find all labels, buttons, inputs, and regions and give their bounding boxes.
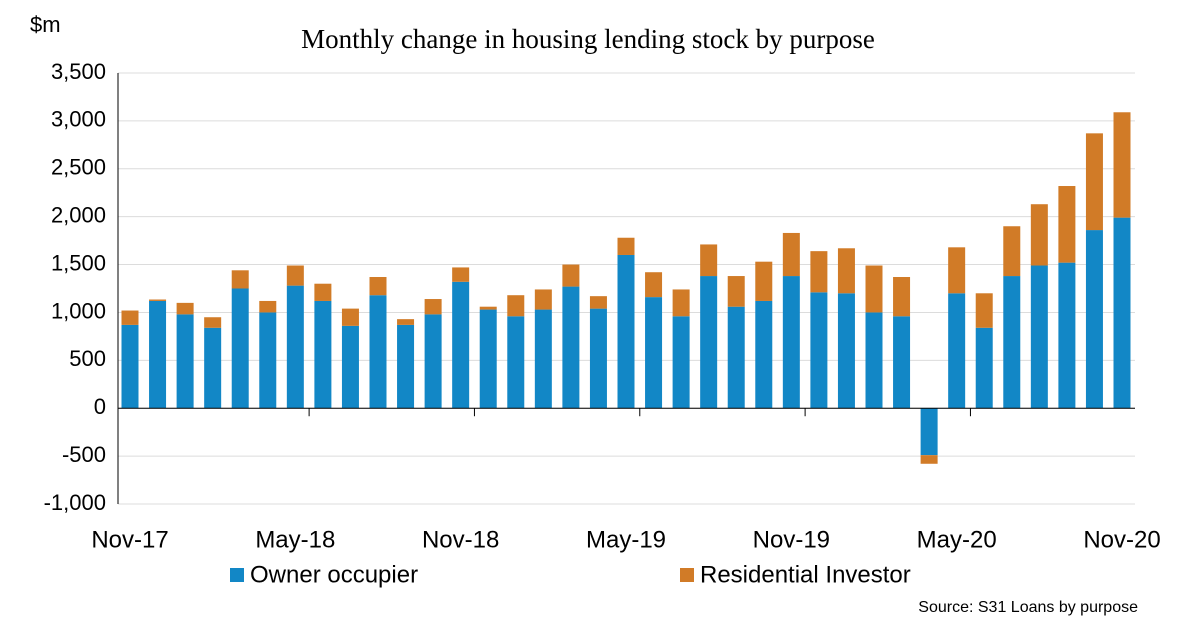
bar-segment xyxy=(534,289,552,310)
x-tick-label: Nov-17 xyxy=(91,526,168,553)
bar-segment xyxy=(727,276,745,307)
legend-swatch xyxy=(680,568,694,582)
bar-segment xyxy=(176,302,194,315)
bar-segment xyxy=(727,306,745,409)
bar-segment xyxy=(204,327,222,409)
bar-segment xyxy=(1058,262,1076,409)
bar-segment xyxy=(1030,204,1048,266)
y-tick-label: -1,000 xyxy=(44,490,106,515)
bar-segment xyxy=(893,316,911,409)
chart-title: Monthly change in housing lending stock … xyxy=(301,24,875,54)
bar-segment xyxy=(176,314,194,409)
bar-segment xyxy=(782,276,800,409)
bar-segment xyxy=(452,281,470,409)
bar-segment xyxy=(1113,112,1131,218)
y-tick-label: 500 xyxy=(69,346,106,371)
bar-segment xyxy=(562,264,580,287)
bar-segment xyxy=(507,295,525,317)
bar-segment xyxy=(865,265,883,313)
bar-segment xyxy=(920,408,938,456)
bar-segment xyxy=(948,247,966,294)
bar-segment xyxy=(231,270,249,289)
bar-segment xyxy=(1003,276,1021,409)
y-tick-label: 3,000 xyxy=(51,107,106,132)
bar-segment xyxy=(314,283,332,301)
bar-segment xyxy=(1058,186,1076,263)
bar-segment xyxy=(810,292,828,409)
bar-segment xyxy=(672,289,690,317)
bar-segment xyxy=(948,293,966,409)
x-tick-label: Nov-18 xyxy=(422,526,499,553)
bar-segment xyxy=(645,297,663,409)
bar-segment xyxy=(700,276,718,409)
bar-segment xyxy=(700,244,718,277)
bar-segment xyxy=(920,455,938,464)
y-tick-label: 1,000 xyxy=(51,298,106,323)
bar-segment xyxy=(286,285,304,409)
bar-segment xyxy=(397,319,415,325)
bar-segment xyxy=(837,248,855,294)
y-tick-label: 2,000 xyxy=(51,202,106,227)
bar-segment xyxy=(755,300,773,409)
bar-segment xyxy=(369,277,387,296)
x-tick-label: May-20 xyxy=(917,526,997,553)
bar-segment xyxy=(975,293,993,328)
bar-segment xyxy=(672,316,690,409)
bar-segment xyxy=(231,288,249,409)
legend-label: Residential Investor xyxy=(700,561,911,588)
bar-segment xyxy=(975,327,993,409)
bar-segment xyxy=(1085,133,1103,231)
bar-segment xyxy=(424,299,442,315)
bar-segment xyxy=(893,277,911,317)
bar-segment xyxy=(782,232,800,277)
bar-segment xyxy=(204,317,222,328)
bar-segment xyxy=(837,293,855,409)
source: Source: S31 Loans by purpose xyxy=(918,599,1138,616)
bar-segment xyxy=(397,324,415,409)
bar-segment xyxy=(865,312,883,409)
x-tick-label: Nov-20 xyxy=(1083,526,1160,553)
bar-segment xyxy=(755,261,773,301)
bar-segment xyxy=(259,300,277,313)
bar-segment xyxy=(562,286,580,409)
bar-segment xyxy=(452,267,470,282)
bar-segment xyxy=(1113,217,1131,409)
x-tick-label: Nov-19 xyxy=(753,526,830,553)
x-tick-label: May-19 xyxy=(586,526,666,553)
bar-segment xyxy=(479,309,497,409)
legend-swatch xyxy=(230,568,244,582)
bar-segment xyxy=(259,312,277,409)
y-axis-label: $m xyxy=(30,12,61,37)
bar-segment xyxy=(149,299,167,301)
bar-segment xyxy=(424,314,442,409)
bar-segment xyxy=(286,265,304,286)
bar-segment xyxy=(1030,265,1048,409)
bar-segment xyxy=(341,325,359,409)
bar-segment xyxy=(479,306,497,310)
bar-segment xyxy=(121,324,139,409)
bar-segment xyxy=(341,308,359,326)
y-tick-label: 0 xyxy=(94,394,106,419)
bar-segment xyxy=(617,237,635,255)
bar-segment xyxy=(589,308,607,409)
y-tick-label: 1,500 xyxy=(51,250,106,275)
legend-label: Owner occupier xyxy=(250,561,418,588)
bar-segment xyxy=(507,316,525,409)
y-tick-label: 3,500 xyxy=(51,59,106,84)
y-tick-label: -500 xyxy=(62,442,106,467)
bar-segment xyxy=(589,296,607,309)
bar-segment xyxy=(149,300,167,409)
bar-segment xyxy=(1085,230,1103,409)
bar-segment xyxy=(121,310,139,325)
y-tick-label: 2,500 xyxy=(51,155,106,180)
bar-segment xyxy=(534,309,552,409)
bar-segment xyxy=(1003,226,1021,277)
x-tick-label: May-18 xyxy=(255,526,335,553)
bar-segment xyxy=(314,300,332,409)
bar-segment xyxy=(617,254,635,409)
bar-segment xyxy=(369,295,387,409)
bar-segment xyxy=(810,251,828,293)
bar-segment xyxy=(645,272,663,298)
